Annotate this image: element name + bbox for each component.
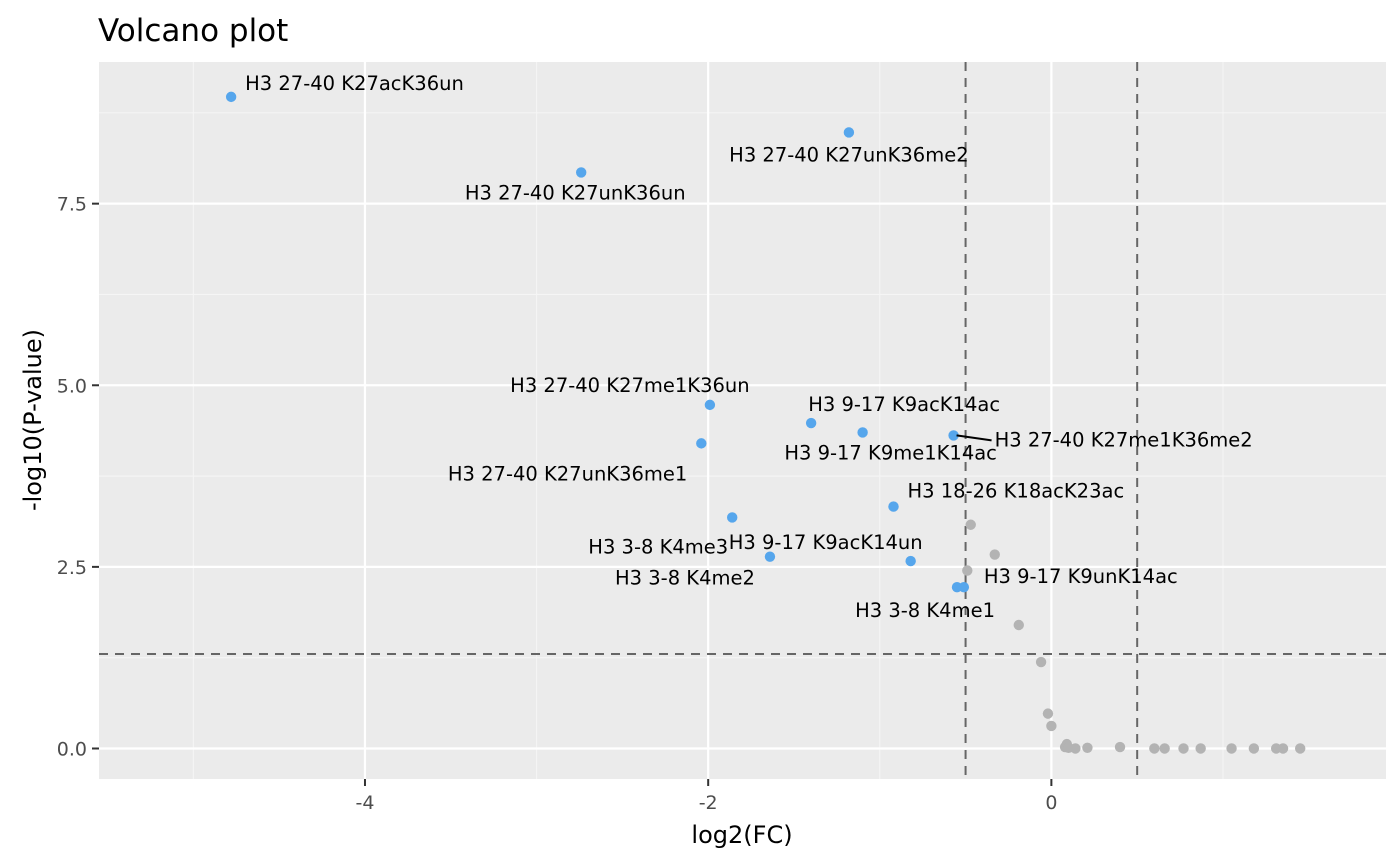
data-point-not-significant [1070, 743, 1081, 754]
y-tick-label: 7.5 [57, 194, 87, 216]
point-label: H3 9-17 K9acK14ac [808, 393, 1000, 416]
data-point-significant [704, 399, 716, 411]
y-axis-title: -log10(P-value) [19, 329, 47, 511]
data-point-not-significant [989, 549, 1000, 560]
data-point-not-significant [1277, 743, 1289, 754]
point-label: H3 3-8 K4me2 [615, 567, 755, 590]
data-point-not-significant [1195, 743, 1206, 754]
data-point-not-significant [1295, 743, 1306, 754]
data-point-not-significant [1042, 708, 1054, 719]
data-point-not-significant [1178, 743, 1189, 754]
data-point-significant [727, 512, 738, 523]
data-point-not-significant [1082, 742, 1093, 753]
point-label: H3 9-17 K9acK14un [729, 531, 923, 554]
label-leader-line [956, 434, 992, 442]
data-point-significant [948, 430, 959, 441]
point-label: H3 27-40 K27unK36un [465, 181, 686, 204]
data-point-significant [805, 417, 817, 429]
reference-lines [99, 62, 1386, 779]
x-tick-label: 0 [1045, 792, 1057, 814]
data-point-significant [857, 427, 868, 438]
data-point-not-significant [965, 519, 976, 530]
chart-title: Volcano plot [98, 13, 288, 49]
point-label: H3 27-40 K27acK36un [245, 72, 464, 95]
data-point-not-significant [1226, 743, 1237, 754]
data-point-not-significant [1159, 743, 1170, 754]
point-labels: H3 27-40 K27acK36un H3 27-40 K27unK36me2 H… [245, 72, 1253, 622]
data-point-significant [575, 167, 587, 178]
plot-panel [99, 62, 1386, 779]
grid [99, 62, 1386, 779]
point-label: H3 3-8 K4me3 [588, 535, 728, 558]
data-point-significant [888, 501, 899, 512]
point-label: H3 9-17 K9unK14ac [984, 565, 1178, 588]
data-point-not-significant [962, 565, 973, 576]
x-tick-label: -4 [356, 792, 375, 814]
data-point-not-significant [1046, 720, 1057, 732]
data-point-not-significant [1248, 743, 1260, 754]
data-point-significant [905, 555, 916, 567]
data-point-significant [225, 91, 237, 103]
y-tick-label: 5.0 [57, 375, 87, 397]
data-point-significant [696, 438, 707, 449]
data-point-significant [843, 127, 855, 138]
point-label: H3 27-40 K27me1K36un [510, 374, 749, 397]
point-label: H3 9-17 K9me1K14ac [784, 441, 997, 464]
data-point-not-significant [1013, 619, 1024, 631]
point-label: H3 27-40 K27unK36me1 [448, 462, 687, 485]
y-tick-label: 0.0 [57, 738, 87, 760]
x-axis-title: log2(FC) [691, 821, 792, 849]
axes: -4 -2 0 0.0 2.5 5.0 7.5 [57, 194, 1058, 814]
point-label: H3 18-26 K18acK23ac [908, 480, 1125, 503]
point-label: H3 3-8 K4me1 [855, 599, 995, 622]
data-point-significant [951, 582, 963, 593]
data-point-not-significant [1114, 741, 1126, 753]
point-label: H3 27-40 K27me1K36me2 [995, 428, 1253, 451]
y-tick-label: 2.5 [57, 557, 87, 579]
data-point-significant [764, 551, 776, 562]
data-points [225, 91, 1306, 754]
data-point-not-significant [1149, 743, 1160, 754]
data-point-not-significant [1035, 656, 1047, 668]
x-tick-label: -2 [699, 792, 718, 814]
point-label: H3 27-40 K27unK36me2 [729, 143, 968, 166]
